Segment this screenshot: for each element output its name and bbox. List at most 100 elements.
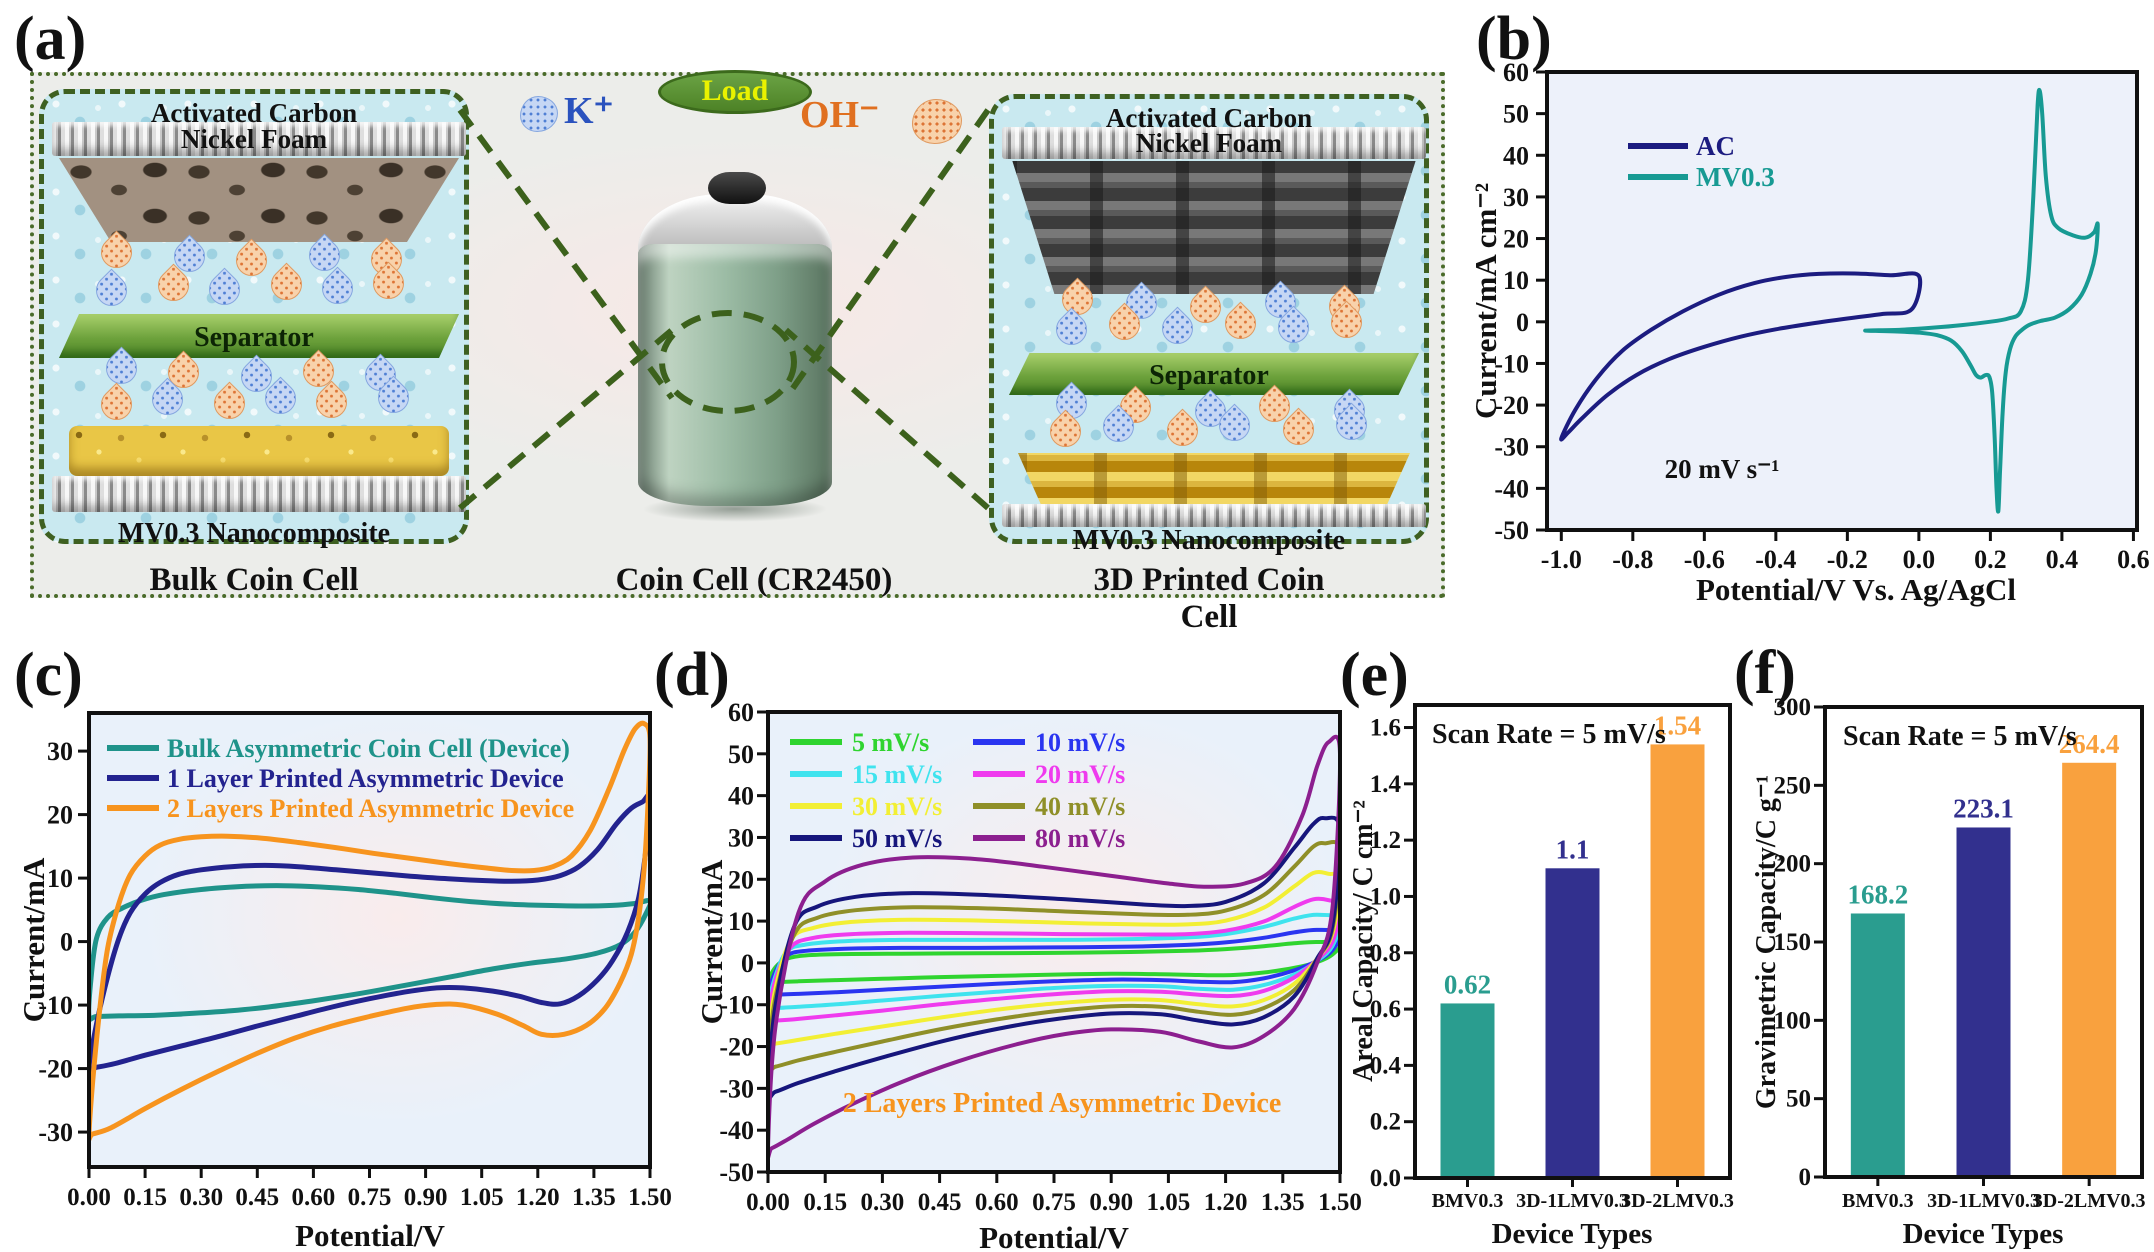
x-tick-label: 0.45 <box>918 1189 962 1216</box>
plot-background <box>1547 72 2137 530</box>
y-tick-label: 50 <box>1786 1086 1811 1113</box>
k-ion-label: K⁺ <box>564 90 614 132</box>
bar-value-label: 1.1 <box>1556 834 1590 864</box>
annotation-text: Scan Rate = 50 mV/s <box>913 1074 1178 1107</box>
y-tick-label: 40 <box>728 782 754 811</box>
x-tick-label: 0.00 <box>746 1189 790 1216</box>
legend-label: Bulk Asymmetric Coin Cell (Device) <box>167 734 570 763</box>
plot-background <box>89 713 650 1167</box>
x-tick-label: 0.15 <box>123 1184 167 1211</box>
x-axis-title: Potential/V Vs. Ag/AgCl <box>1696 572 2016 607</box>
y-tick-label: 30 <box>728 823 754 852</box>
plot-background <box>768 712 1340 1172</box>
y-tick-label: 0.0 <box>1370 1165 1401 1192</box>
x-tick-label: -0.2 <box>1827 545 1868 574</box>
x-axis-title: Potential/V <box>295 1218 445 1252</box>
bulk-bottom-foam-layer <box>52 476 466 512</box>
x-tick-label: 0.30 <box>179 1184 223 1211</box>
cv-curve-80 mV/s <box>768 734 1340 1160</box>
category-label: 3D-1LMV0.3 <box>1516 1190 1629 1212</box>
y-tick-label: 0.4 <box>1370 1052 1402 1079</box>
cv-curve-50 mV/s <box>768 815 1340 1101</box>
x-tick-label: 1.50 <box>628 1184 672 1211</box>
y-tick-label: 1.2 <box>1370 827 1401 854</box>
panel-e-label: (e) <box>1340 641 1409 709</box>
panel-b-label: (b) <box>1476 5 1552 73</box>
y-tick-label: 40 <box>1503 141 1529 170</box>
printed-cell-caption: 3D Printed Coin Cell <box>1093 562 1325 635</box>
x-tick-label: 0.60 <box>975 1189 1019 1216</box>
x-tick-label: 1.35 <box>1261 1189 1305 1216</box>
bulk-cell-box: Activated Carbon Nickel Foam Separator M… <box>39 89 469 549</box>
x-tick-label: 0.2 <box>1974 545 2007 574</box>
oh-ion-label: OH⁻ <box>800 94 880 136</box>
y-tick-label: -30 <box>1494 433 1529 462</box>
bulk-cell-caption: Bulk Coin Cell <box>149 562 359 598</box>
x-tick-label: 1.05 <box>460 1184 504 1211</box>
panel-f-label: (f) <box>1734 639 1796 707</box>
load-badge: Load <box>658 70 812 114</box>
chart-c: 0.00 0.15 0.30 0.45 0.60 0.75 0.90 1.05 1.20 1.35… <box>16 711 1179 1252</box>
y-tick-label: 0 <box>60 928 73 957</box>
x-tick-label: 1.50 <box>1318 1189 1362 1216</box>
annotation-text: Scan Rate = 5 mV/s <box>1432 719 1666 750</box>
plot-background <box>1415 705 1730 1178</box>
y-tick-label: 0 <box>1516 308 1529 337</box>
battery-body <box>638 244 832 506</box>
chart-b: -1.0 -0.8 -0.6 -0.4 -0.2 0.0 0.2 0.4 0.6 -50 -40 -3… <box>1468 58 2150 607</box>
chart-d: 0.00 0.15 0.30 0.45 0.60 0.75 0.90 1.05 1.20 1.35… <box>694 698 1362 1252</box>
x-tick-label: 0.45 <box>235 1184 279 1211</box>
y-tick-label: 50 <box>728 740 754 769</box>
x-axis-title: Potential/V <box>979 1220 1129 1252</box>
panel-c-label: (c) <box>14 641 83 709</box>
y-tick-label: -50 <box>719 1158 754 1187</box>
cv-curve-AC <box>1559 271 1923 442</box>
plot-background <box>1825 707 2142 1177</box>
printed-bottom-foam-layer <box>1002 504 1426 527</box>
chart-e: 0.62 BMV0.3 1.1 3D-1LMV0.3 1.54 3D-2LMV0.3 0.0… <box>1348 703 1734 1250</box>
k-ion-icon <box>520 96 558 132</box>
chart-f: 168.2 BMV0.3 223.1 3D-1LMV0.3 264.4 3D-2LMV0.… <box>1751 694 2146 1250</box>
bar-3D-1LMV0.3 <box>1956 827 2011 1177</box>
y-axis-title: Current/mA <box>16 857 51 1022</box>
category-label: 3D-2LMV0.3 <box>1621 1190 1734 1212</box>
bulk-nanocomposite-layer <box>69 426 449 476</box>
bulk-nickel-foam-label: Nickel Foam <box>180 124 328 154</box>
plot-frame <box>766 710 1342 1174</box>
legend-label: 20 mV/s <box>1035 760 1125 789</box>
bar-value-label: 0.62 <box>1444 969 1491 999</box>
y-tick-label: -20 <box>38 1055 73 1084</box>
category-label: BMV0.3 <box>1842 1190 1914 1212</box>
y-tick-label: -30 <box>719 1074 754 1103</box>
category-label: 3D-1LMV0.3 <box>1927 1190 2040 1212</box>
bulk-nickel-foam-layer <box>52 122 466 156</box>
y-tick-label: -20 <box>719 1033 754 1062</box>
cv-curve-Bulk Asymmetric Coin Cell (Device) <box>89 883 650 1022</box>
bar-value-label: 168.2 <box>1847 879 1908 909</box>
oh-ion-icon <box>912 99 962 144</box>
bar-BMV0.3 <box>1850 913 1905 1177</box>
legend-label: 5 mV/s <box>852 728 929 757</box>
x-tick-label: 0.30 <box>861 1189 905 1216</box>
legend-label: MV0.3 <box>1696 162 1775 192</box>
cv-curve-MV0.3 <box>1863 87 2100 514</box>
y-axis-title: Current/mA cm⁻² <box>1468 183 1503 419</box>
cv-curve-20 mV/s <box>768 896 1340 1026</box>
x-tick-label: 0.15 <box>803 1189 847 1216</box>
category-label: BMV0.3 <box>1432 1190 1504 1212</box>
x-tick-label: -1.0 <box>1541 545 1582 574</box>
y-tick-label: 10 <box>1503 266 1529 295</box>
x-tick-label: 0.4 <box>2046 545 2079 574</box>
x-tick-label: -0.4 <box>1755 545 1796 574</box>
legend-label: 15 mV/s <box>852 760 942 789</box>
series-group <box>1559 87 2100 514</box>
cv-curve-10 mV/s <box>768 927 1340 999</box>
legend-label: 40 mV/s <box>1035 792 1125 821</box>
y-tick-label: -40 <box>719 1116 754 1145</box>
legend-label: 80 mV/s <box>1035 824 1125 853</box>
y-tick-label: 0.2 <box>1370 1109 1401 1136</box>
y-tick-label: 1.0 <box>1370 883 1401 910</box>
cv-curve-1 Layer Printed Asymmetric Device <box>89 792 650 1075</box>
y-axis-title: Current/mA <box>694 859 729 1024</box>
